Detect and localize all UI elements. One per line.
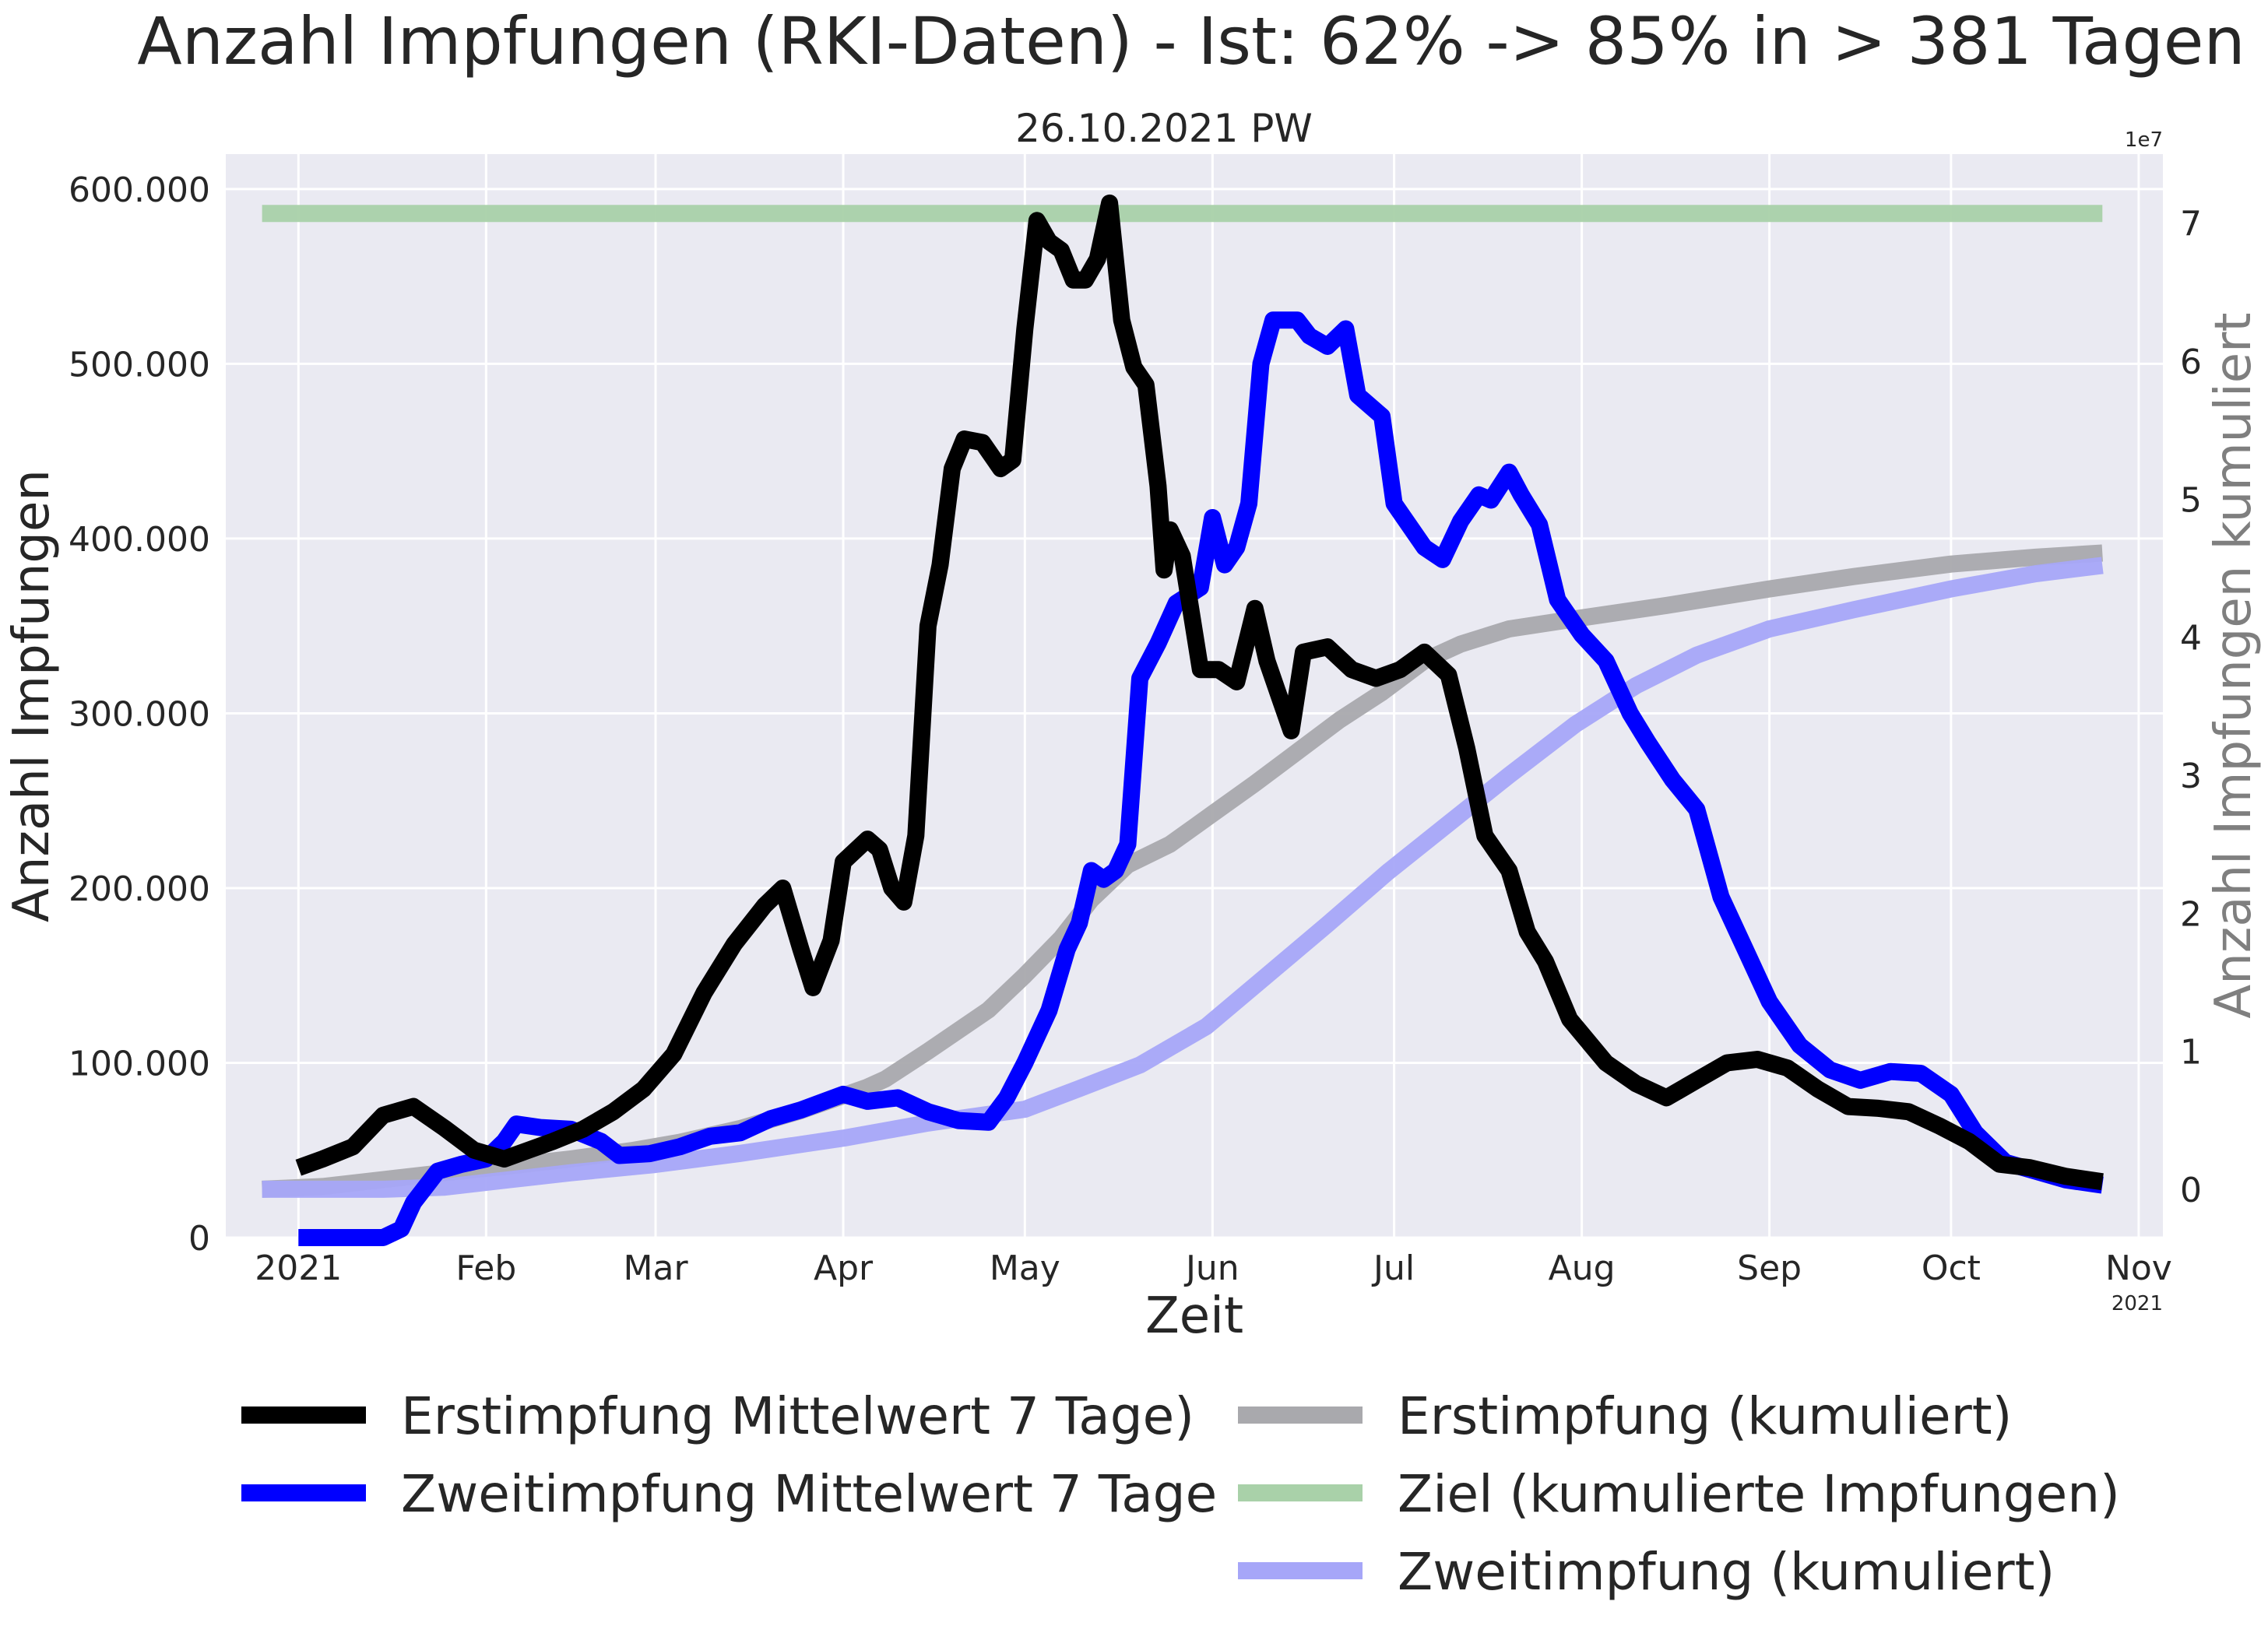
series-layer <box>262 194 2104 1246</box>
y-tick-label: 400.000 <box>69 520 210 560</box>
y-right-tick-label: 1 <box>2180 1033 2202 1073</box>
y-right-tick-label: 6 <box>2180 342 2202 382</box>
y-axis-label: Anzahl Impfungen <box>3 469 61 922</box>
x-tick-label: May <box>990 1248 1060 1288</box>
right-axis-multiplier: 1e7 <box>2125 128 2163 152</box>
legend-label: Erstimpfung Mittelwert 7 Tage) <box>401 1386 1194 1446</box>
y-right-tick-label: 3 <box>2180 757 2202 796</box>
y-right-tick-label: 4 <box>2180 619 2202 658</box>
x-tick-label: Oct <box>1922 1248 1981 1288</box>
x-tick-label: Mar <box>624 1248 689 1288</box>
y-right-axis-label: Anzahl Impfungen kumuliert <box>2205 312 2263 1018</box>
y-right-tick-labels: 0 1 2 3 4 5 6 7 <box>2180 205 2202 1210</box>
x-axis-label: Zeit <box>1145 1287 1243 1345</box>
series-line-zweitimpfung-mittelwert-7-tage <box>298 311 2104 1246</box>
y-tick-label: 100.000 <box>69 1044 210 1083</box>
chart-subtitle: 26.10.2021 PW <box>1015 106 1313 151</box>
y-tick-labels: 0 100.000 200.000 300.000 400.000 500.000 600.… <box>69 170 210 1259</box>
y-tick-label: 500.000 <box>69 345 210 385</box>
legend-label: Erstimpfung (kumuliert) <box>1398 1386 2012 1446</box>
plot-area <box>226 154 2163 1238</box>
legend-label: Zweitimpfung (kumuliert) <box>1398 1542 2055 1602</box>
y-tick-label: 600.000 <box>69 170 210 210</box>
y-right-tick-label: 2 <box>2180 894 2202 934</box>
x-tick-labels: 2021 Feb Mar Apr May Jun Jul Aug Sep Oct Nov <box>255 1248 2172 1288</box>
x-axis-offset-label: 2021 <box>2112 1292 2163 1315</box>
chart-title: Anzahl Impfungen (RKI-Daten) - Ist: 62% … <box>137 3 2245 79</box>
x-tick-label: Jul <box>1371 1248 1415 1288</box>
y-right-tick-label: 7 <box>2180 205 2202 244</box>
y-tick-label: 200.000 <box>69 869 210 909</box>
grid-lines <box>226 154 2163 1239</box>
series-line-erstimpfung-mittelwert-7-tage <box>295 194 2104 1191</box>
x-tick-label: 2021 <box>255 1248 342 1288</box>
legend: Erstimpfung Mittelwert 7 Tage) Zweitimpfu… <box>241 1386 2120 1602</box>
x-tick-label: Apr <box>814 1248 874 1288</box>
series-line-zweitimpfung-kumuliert <box>262 557 2104 1198</box>
y-right-tick-label: 0 <box>2180 1171 2202 1210</box>
x-tick-label: Nov <box>2105 1248 2172 1288</box>
x-tick-label: Aug <box>1549 1248 1616 1288</box>
legend-label: Zweitimpfung Mittelwert 7 Tage <box>401 1464 1217 1524</box>
y-tick-label: 0 <box>188 1219 210 1259</box>
y-tick-label: 300.000 <box>69 694 210 734</box>
y-right-tick-label: 5 <box>2180 480 2202 520</box>
x-tick-label: Feb <box>455 1248 516 1288</box>
legend-label: Ziel (kumulierte Impfungen) <box>1398 1464 2120 1524</box>
x-tick-label: Sep <box>1737 1248 1802 1288</box>
x-tick-label: Jun <box>1183 1248 1239 1288</box>
